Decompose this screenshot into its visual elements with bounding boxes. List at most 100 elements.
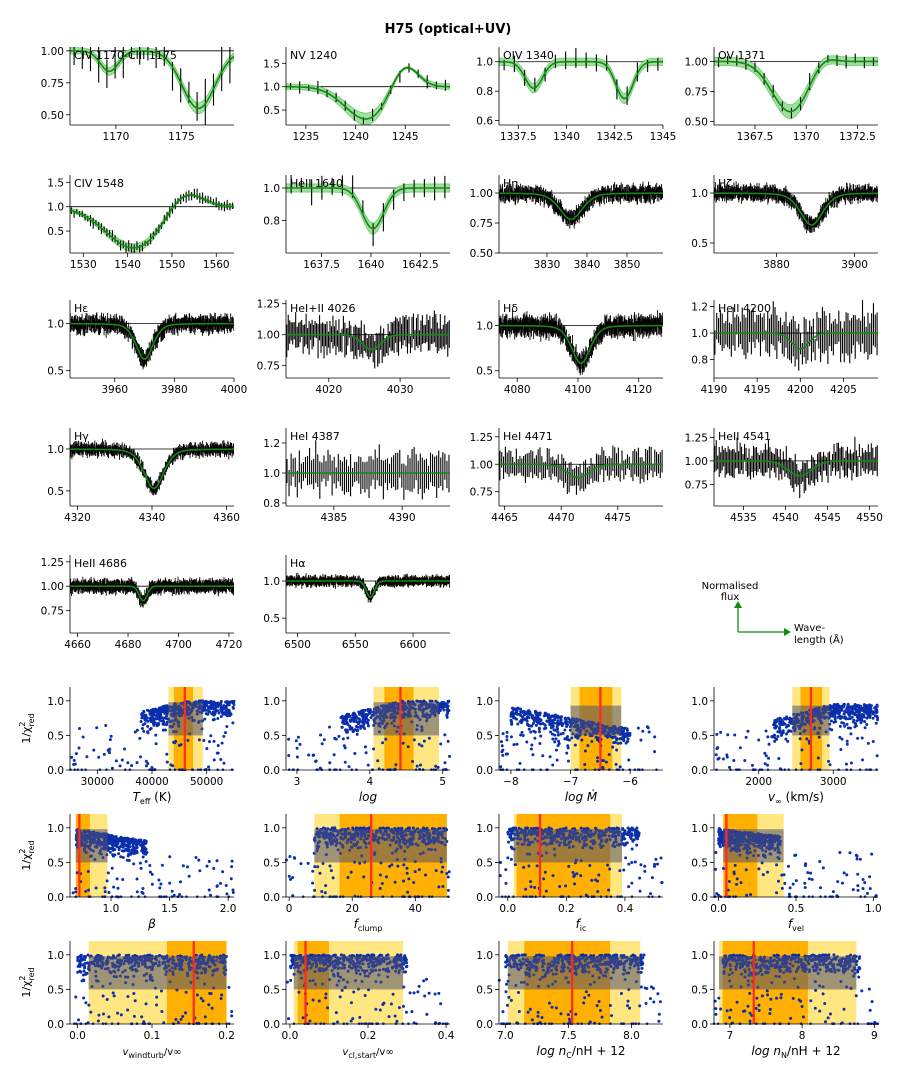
scatter-point <box>345 712 349 716</box>
scatter-point <box>152 712 156 716</box>
scatter-point <box>427 736 431 740</box>
scatter-point <box>615 738 619 742</box>
scatter-point <box>522 713 526 717</box>
scatter-point <box>287 737 291 741</box>
scatter-point <box>150 765 154 769</box>
spectral-panel: 1637.5 1640 1642.5 0.8 1.0 HeII 1640 <box>263 175 450 271</box>
scatter-point <box>298 742 302 746</box>
scatter-point <box>295 755 299 759</box>
scatter-point <box>434 699 438 703</box>
scatter-point <box>613 735 617 739</box>
y-axis-label-sub: red <box>27 713 36 726</box>
scatter-point <box>140 726 144 730</box>
scatter-point <box>567 738 571 742</box>
scatter-point <box>434 764 438 768</box>
panel-plot-area <box>286 572 450 603</box>
y-tick-label: 0.0 <box>476 765 493 777</box>
y-tick-label: 0.5 <box>476 730 493 742</box>
scatter-point <box>627 758 631 762</box>
scatter-point <box>148 727 152 731</box>
scatter-point <box>151 722 155 726</box>
scatter-point <box>556 730 560 734</box>
scatter-point <box>381 741 385 745</box>
scatter-point <box>215 751 219 755</box>
spectral-panel: 4080 4100 4120 0.5 1.0 Hδ <box>476 300 663 396</box>
scatter-point <box>363 745 367 749</box>
y-tick-label: 1.00 <box>41 46 64 58</box>
panel-label: HeII 1640 <box>290 177 343 190</box>
scatter-point <box>211 705 215 709</box>
scatter-point <box>519 707 523 711</box>
scatter-point <box>618 765 622 769</box>
scatter-point <box>212 710 216 714</box>
scatter-point <box>532 729 536 733</box>
panel-label: HeII 4686 <box>74 557 127 570</box>
scatter-point <box>376 759 380 763</box>
y-tick-label: 1.00 <box>685 456 708 468</box>
spectral-panel: 1530 1540 1550 1560 0.5 1.0 1.5 CIV 1548 <box>47 175 234 271</box>
x-axis-label: Teff (K) <box>133 790 172 806</box>
scatter-point <box>217 703 221 707</box>
y-tick-label: 0.5 <box>263 105 280 117</box>
x-tick-label: 1342.5 <box>596 131 633 143</box>
y-tick-label: 0.5 <box>47 486 64 498</box>
scatter-point <box>342 715 346 719</box>
scatter-point <box>144 718 148 722</box>
scatter-point <box>144 759 148 763</box>
panel-label: Hη <box>503 177 518 190</box>
x-tick-label: 4540 <box>772 512 799 524</box>
scatter-point <box>384 737 388 741</box>
x-tick-label: 4195 <box>744 384 771 396</box>
scatter-point <box>352 714 356 718</box>
scatter-point <box>318 733 322 737</box>
scatter-point <box>366 718 370 722</box>
y-tick-label: 0.5 <box>263 730 280 742</box>
y-tick-label: 1.0 <box>47 202 64 214</box>
scatter-point <box>348 726 352 730</box>
scatter-point <box>537 726 541 730</box>
scatter-point <box>211 718 215 722</box>
spectral-panel: 3830 3840 3850 0.50 0.75 1.00 Hη <box>470 175 663 271</box>
x-tick-label: 4535 <box>730 512 757 524</box>
scatter-point <box>320 742 324 746</box>
scatter-point <box>505 730 509 734</box>
scatter-point <box>346 736 350 740</box>
scatter-point <box>420 744 424 748</box>
y-tick-label: 0.5 <box>691 238 708 250</box>
scatter-point <box>570 736 574 740</box>
model-line <box>70 194 234 249</box>
scatter-point <box>525 715 529 719</box>
scatter-point <box>161 728 165 732</box>
scatter-point <box>566 746 570 750</box>
x-tick-label: 4 <box>366 776 373 788</box>
x-tick-label: 4720 <box>216 639 243 651</box>
scatter-point <box>614 762 618 766</box>
x-tick-label: 1175 <box>168 131 195 143</box>
y-tick-label: 1.0 <box>476 320 493 332</box>
y-tick-label: 1.0 <box>47 318 64 330</box>
scatter-point <box>360 709 364 713</box>
scatter-point <box>353 751 357 755</box>
scatter-point <box>515 742 519 746</box>
scatter-point <box>636 726 640 730</box>
scatter-point <box>155 724 159 728</box>
sigma-overlay <box>570 705 622 736</box>
scatter-point <box>97 755 101 759</box>
model-line <box>70 322 234 360</box>
x-tick-label: 3900 <box>841 259 868 271</box>
scatter-point <box>148 712 152 716</box>
model-line <box>714 59 878 113</box>
scatter-point <box>534 723 538 727</box>
x-tick-label: 3960 <box>101 384 128 396</box>
scatter-point <box>622 737 626 741</box>
scatter-point <box>543 723 547 727</box>
scatter-point <box>95 726 99 730</box>
x-tick-label: 1550 <box>159 259 186 271</box>
scatter-points <box>69 699 236 772</box>
scatter-point <box>158 718 162 722</box>
model-uncertainty-band <box>499 57 663 104</box>
scatter-point <box>443 733 447 737</box>
x-tick-label: 1370 <box>793 131 820 143</box>
scatter-point <box>206 705 210 709</box>
y-tick-label: 0.5 <box>47 226 64 238</box>
